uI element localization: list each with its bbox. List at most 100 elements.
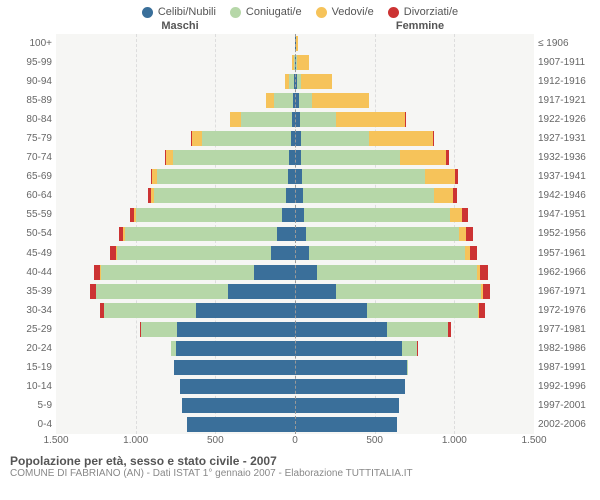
male-half xyxy=(56,110,295,129)
birth-label: 1927-1931 xyxy=(538,129,592,148)
female-half xyxy=(295,396,534,415)
female-half xyxy=(295,53,534,72)
birth-label: 1917-1921 xyxy=(538,91,592,110)
segment-cel xyxy=(295,341,402,356)
bar xyxy=(295,284,534,299)
header-male: Maschi xyxy=(60,20,300,32)
bar xyxy=(295,341,534,356)
segment-ved xyxy=(400,150,446,165)
segment-div xyxy=(455,169,458,184)
male-half xyxy=(56,358,295,377)
bar xyxy=(56,322,295,337)
bar xyxy=(295,322,534,337)
segment-con xyxy=(117,246,272,261)
age-label: 85-89 xyxy=(8,91,52,110)
male-half xyxy=(56,396,295,415)
age-label: 90-94 xyxy=(8,72,52,91)
segment-div xyxy=(479,303,485,318)
bar xyxy=(295,303,534,318)
legend-label: Celibi/Nubili xyxy=(158,6,216,18)
bar xyxy=(295,55,534,70)
bar xyxy=(56,188,295,203)
bar xyxy=(295,265,534,280)
age-label: 0-4 xyxy=(8,415,52,434)
birth-label: 1962-1966 xyxy=(538,263,592,282)
segment-ved xyxy=(336,112,405,127)
segment-div xyxy=(466,227,472,242)
female-half xyxy=(295,72,534,91)
bar xyxy=(295,417,534,432)
x-tick: 1.500 xyxy=(43,435,68,446)
female-half xyxy=(295,358,534,377)
segment-cel xyxy=(182,398,295,413)
birth-label: ≤ 1906 xyxy=(538,34,592,53)
segment-cel xyxy=(177,322,295,337)
segment-con xyxy=(96,284,228,299)
age-label: 75-79 xyxy=(8,129,52,148)
age-label: 10-14 xyxy=(8,377,52,396)
segment-ved xyxy=(434,188,453,203)
birth-label: 1982-1986 xyxy=(538,339,592,358)
segment-cel xyxy=(286,188,295,203)
birth-label: 1972-1976 xyxy=(538,301,592,320)
segment-con xyxy=(317,265,476,280)
female-half xyxy=(295,320,534,339)
bar xyxy=(295,188,534,203)
male-half xyxy=(56,167,295,186)
segment-ved xyxy=(266,93,275,108)
bar xyxy=(56,55,295,70)
bar xyxy=(56,398,295,413)
segment-cel xyxy=(295,208,304,223)
legend-swatch xyxy=(316,7,327,18)
segment-ved xyxy=(192,131,202,146)
segment-con xyxy=(303,188,434,203)
birth-label: 1942-1946 xyxy=(538,186,592,205)
segment-ved xyxy=(301,74,333,89)
footer-subtitle: COMUNE DI FABRIANO (AN) - Dati ISTAT 1° … xyxy=(10,468,590,479)
female-half xyxy=(295,205,534,224)
gender-headers: Maschi Femmine xyxy=(0,20,600,32)
female-half xyxy=(295,282,534,301)
segment-cel xyxy=(295,227,306,242)
segment-div xyxy=(433,131,435,146)
male-half xyxy=(56,148,295,167)
bar xyxy=(56,303,295,318)
birth-label: 1947-1951 xyxy=(538,205,592,224)
legend-swatch xyxy=(230,7,241,18)
plot xyxy=(56,34,534,434)
birth-label: 1922-1926 xyxy=(538,110,592,129)
bar xyxy=(295,93,534,108)
segment-con xyxy=(309,246,465,261)
bar xyxy=(56,36,295,51)
birth-label: 1937-1941 xyxy=(538,167,592,186)
segment-ved xyxy=(369,131,433,146)
female-half xyxy=(295,301,534,320)
bar xyxy=(295,227,534,242)
male-half xyxy=(56,282,295,301)
male-half xyxy=(56,186,295,205)
legend-item: Celibi/Nubili xyxy=(142,6,216,18)
female-half xyxy=(295,339,534,358)
birth-label: 1912-1916 xyxy=(538,72,592,91)
male-half xyxy=(56,415,295,434)
female-half xyxy=(295,377,534,396)
segment-con xyxy=(136,208,283,223)
segment-cel xyxy=(295,303,367,318)
segment-ved xyxy=(459,227,466,242)
age-label: 60-64 xyxy=(8,186,52,205)
segment-cel xyxy=(295,379,405,394)
bar xyxy=(56,417,295,432)
birth-label: 1987-1991 xyxy=(538,358,592,377)
segment-con xyxy=(202,131,291,146)
segment-con xyxy=(300,112,337,127)
legend-swatch xyxy=(388,7,399,18)
age-label: 50-54 xyxy=(8,224,52,243)
female-half xyxy=(295,186,534,205)
male-half xyxy=(56,129,295,148)
bar xyxy=(56,93,295,108)
age-label: 55-59 xyxy=(8,205,52,224)
female-half xyxy=(295,129,534,148)
segment-cel xyxy=(295,265,317,280)
segment-con xyxy=(274,93,293,108)
bar xyxy=(295,36,534,51)
